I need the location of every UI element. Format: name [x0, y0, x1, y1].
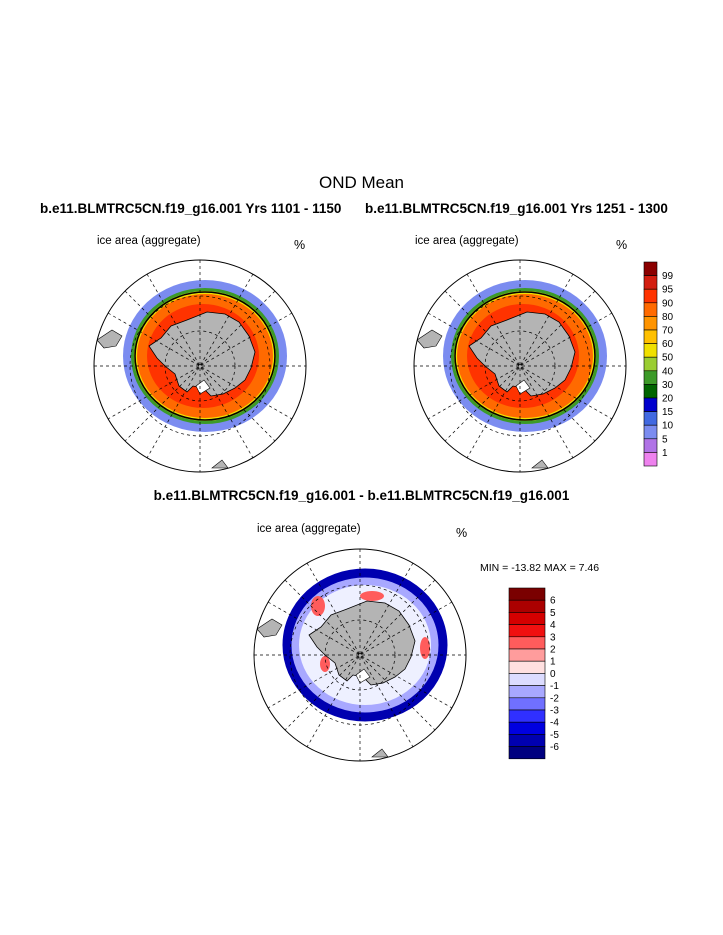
colorbar-box [508, 612, 546, 625]
colorbar-box [508, 685, 546, 699]
colorbar-label: 6 [550, 596, 556, 607]
colorbar-label: 99 [662, 271, 674, 282]
colorbar-label: 4 [550, 620, 556, 631]
graticule [254, 549, 466, 761]
graticule [414, 260, 626, 472]
colorbar-label: 15 [662, 407, 674, 418]
colorbar-box [508, 624, 546, 638]
colorbar-box [643, 384, 658, 399]
map-panel-diff [253, 548, 467, 762]
diff-positive-patch [320, 656, 330, 672]
colorbar-label: -2 [550, 693, 559, 704]
south-america-land [96, 329, 123, 349]
colorbar-label: -6 [550, 742, 559, 753]
colorbar-box [643, 370, 658, 385]
panel-2-var-label: ice area (aggregate) [415, 235, 519, 247]
colorbar-box [643, 424, 658, 440]
colorbar-box [508, 746, 546, 760]
panel-1-var-label: ice area (aggregate) [97, 235, 201, 247]
colorbar-label: 3 [550, 632, 556, 643]
diff-case-title: b.e11.BLMTRC5CN.f19_g16.001 - b.e11.BLMT… [153, 488, 570, 503]
colorbar-box [643, 411, 658, 426]
colorbar-label: -1 [550, 681, 559, 692]
colorbar-label: 0 [550, 669, 556, 680]
colorbar-box [508, 636, 546, 650]
colorbar-label: -4 [550, 718, 559, 729]
colorbar-box [643, 356, 658, 372]
ice-shelf [195, 379, 211, 395]
ice-shelf [515, 379, 531, 395]
colorbar-label: 95 [662, 285, 674, 296]
panel-1-case-title: b.e11.BLMTRC5CN.f19_g16.001 Yrs 1101 - 1… [40, 201, 342, 216]
south-america-land [256, 618, 283, 638]
colorbar-box [643, 275, 658, 290]
colorbar-box [643, 438, 658, 453]
panel-2-case-title: b.e11.BLMTRC5CN.f19_g16.001 Yrs 1251 - 1… [365, 201, 668, 216]
colorbar-box [643, 316, 658, 331]
diff-positive-patch [311, 596, 325, 616]
colorbar-label: 5 [550, 608, 556, 619]
diff-minmax-label: MIN = -13.82 MAX = 7.46 [480, 562, 600, 574]
colorbar-box [643, 397, 658, 412]
colorbar-box [508, 587, 546, 601]
colorbar-box [643, 343, 658, 358]
colorbar-box [643, 329, 658, 344]
ice-shelf [355, 668, 371, 684]
panel-2-units: % [616, 238, 628, 252]
australia-land [371, 748, 389, 758]
south-america-land [416, 329, 443, 349]
colorbar-box [508, 709, 546, 723]
map-panel-1 [93, 259, 307, 473]
colorbar-box [508, 660, 546, 674]
colorbar-label: 40 [662, 366, 674, 377]
australia-land [531, 459, 549, 469]
colorbar-box [508, 721, 546, 735]
panel-1-units: % [294, 238, 306, 252]
page-title: OND Mean [318, 173, 405, 192]
colorbar-box [643, 288, 658, 304]
map-boundary [253, 548, 467, 762]
colorbar-label: -3 [550, 706, 559, 717]
colorbar-box [508, 734, 546, 747]
colorbar-label: 50 [662, 353, 674, 364]
colorbar-box [643, 261, 658, 276]
colorbar-label: 80 [662, 312, 674, 323]
colorbar-label: 10 [662, 421, 674, 432]
colorbar-label: 70 [662, 326, 674, 337]
colorbar-box [643, 452, 658, 467]
map-boundary [93, 259, 307, 473]
map-boundary [413, 259, 627, 473]
colorbar-label: 30 [662, 380, 674, 391]
colorbar-box [508, 648, 546, 662]
map-panel-2 [413, 259, 627, 473]
colorbar-label: 2 [550, 645, 556, 656]
diff-band [282, 568, 448, 722]
colorbar-label: 5 [662, 434, 668, 445]
diff-var-label: ice area (aggregate) [257, 523, 361, 535]
colorbar-box [508, 673, 546, 686]
colorbar-label: 1 [662, 448, 668, 459]
colorbar-box [508, 599, 546, 613]
colorbar-box [643, 302, 658, 317]
colorbar-box [508, 697, 546, 711]
colorbar-label: 90 [662, 298, 674, 309]
colorbar-ice-area: 99 95 90 80 70 60 50 40 30 20 15 10 5 1 [643, 261, 674, 467]
colorbar-label: 20 [662, 394, 674, 405]
colorbar-label: 1 [550, 657, 556, 668]
colorbar-label: 60 [662, 339, 674, 350]
diff-positive-patch [360, 591, 384, 601]
graticule [94, 260, 306, 472]
australia-land [211, 459, 229, 469]
diff-positive-patch [420, 637, 430, 659]
diff-units: % [456, 526, 468, 540]
colorbar-label: -5 [550, 730, 559, 741]
